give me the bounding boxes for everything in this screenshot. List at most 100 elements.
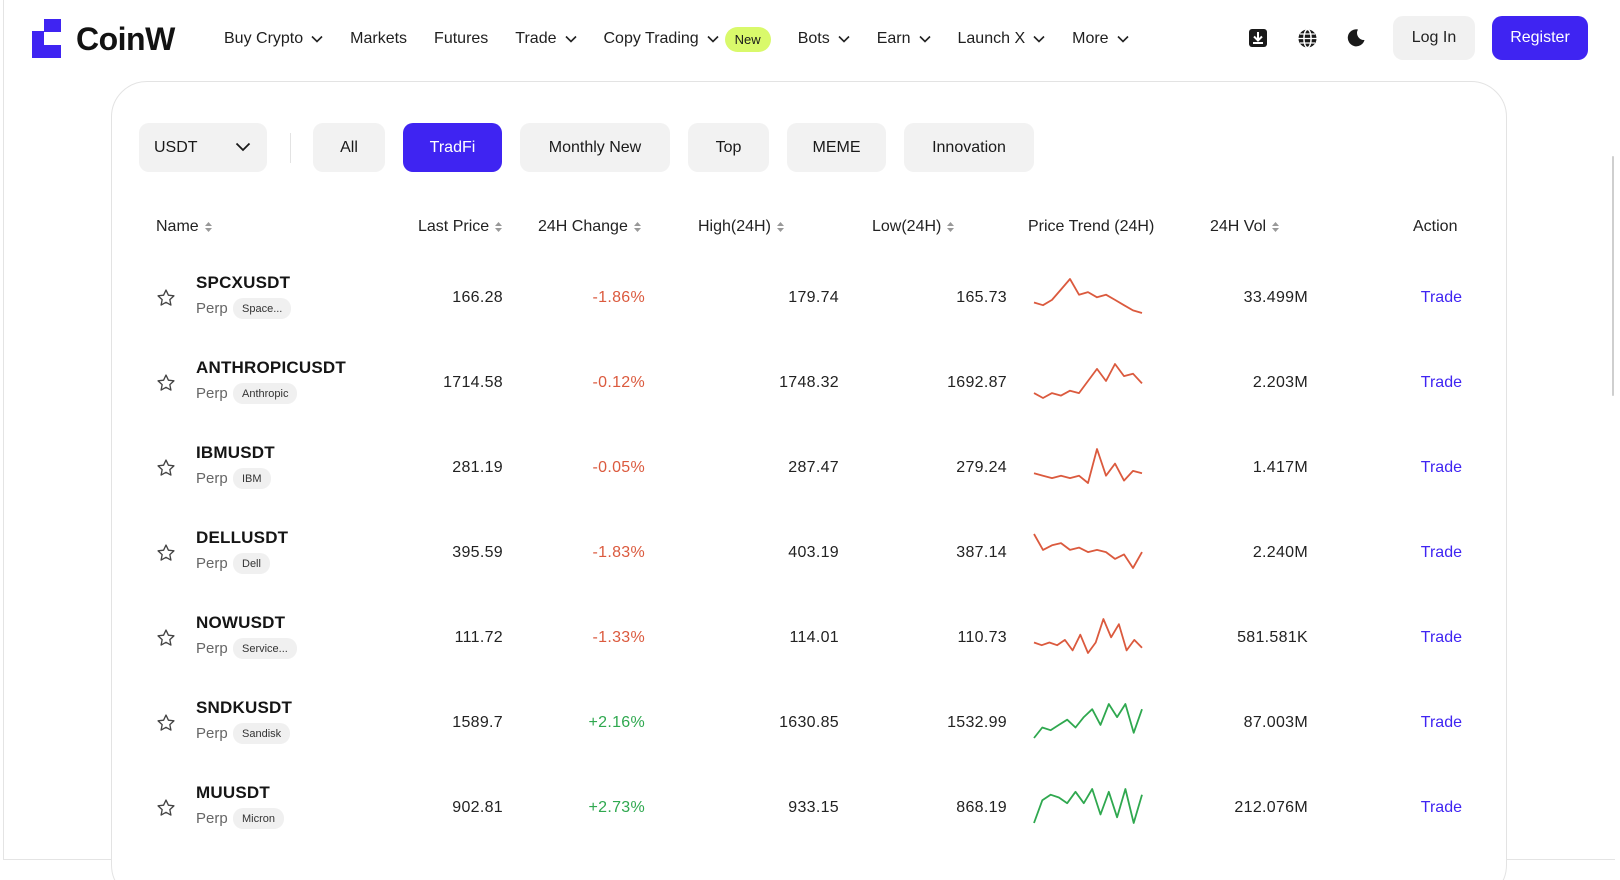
- nav-markets[interactable]: Markets: [350, 30, 407, 48]
- market-row[interactable]: SPCXUSDT Perp Space... 166.28 -1.86% 179…: [139, 263, 1479, 348]
- column-label: Action: [1413, 218, 1458, 235]
- market-row[interactable]: IBMUSDT Perp IBM 281.19 -0.05% 287.47 27…: [139, 433, 1479, 518]
- 24h-high: 1748.32: [779, 374, 839, 391]
- moon-icon[interactable]: [1345, 27, 1367, 49]
- trade-link[interactable]: Trade: [1420, 714, 1462, 731]
- 24h-high: 933.15: [788, 799, 839, 816]
- symbol-name[interactable]: ANTHROPICUSDT: [196, 358, 346, 377]
- symbol-name[interactable]: SNDKUSDT: [196, 698, 293, 717]
- chevron-down-icon: [1033, 35, 1045, 43]
- sparkline-path: [1033, 533, 1143, 569]
- sparkline-path: [1033, 363, 1143, 399]
- sparkline-path: [1033, 618, 1143, 654]
- tab-innovation[interactable]: Innovation: [904, 123, 1034, 172]
- 24h-low: 387.14: [956, 544, 1007, 561]
- last-price: 902.81: [452, 799, 503, 816]
- quote-currency-value: USDT: [154, 138, 198, 156]
- chevron-down-icon: [838, 35, 850, 43]
- star-icon[interactable]: [156, 713, 178, 735]
- trade-link[interactable]: Trade: [1420, 544, 1462, 561]
- chevron-down-icon: [564, 35, 577, 43]
- column-header-name[interactable]: Name: [156, 218, 212, 236]
- market-row[interactable]: SNDKUSDT Perp Sandisk 1589.7 +2.16% 1630…: [139, 688, 1479, 773]
- scrollbar-thumb[interactable]: [1612, 156, 1614, 396]
- coinw-logo[interactable]: CoinW: [30, 18, 175, 60]
- market-row[interactable]: ANTHROPICUSDT Perp Anthropic 1714.58 -0.…: [139, 348, 1479, 433]
- market-row[interactable]: MUUSDT Perp Micron 902.81 +2.73% 933.15 …: [139, 773, 1479, 858]
- trade-link[interactable]: Trade: [1420, 799, 1462, 816]
- 24h-volume: 2.240M: [1252, 544, 1308, 561]
- top-header: CoinW Buy Crypto Markets Futures Trade C…: [0, 0, 1620, 80]
- tab-monthly-new[interactable]: Monthly New: [520, 123, 670, 172]
- symbol-name[interactable]: MUUSDT: [196, 783, 270, 802]
- 24h-change: -1.33%: [592, 629, 645, 646]
- nav-trade[interactable]: Trade: [515, 30, 577, 48]
- 24h-change: -0.05%: [592, 459, 645, 476]
- symbol-name[interactable]: SPCXUSDT: [196, 273, 291, 292]
- tab-top[interactable]: Top: [688, 123, 769, 172]
- column-header-24h-vol[interactable]: 24H Vol: [1210, 218, 1280, 236]
- brand-name: CoinW: [76, 20, 175, 57]
- symbol-name[interactable]: IBMUSDT: [196, 443, 275, 462]
- trade-link[interactable]: Trade: [1420, 289, 1462, 306]
- sparkline-path: [1033, 703, 1143, 739]
- 24h-change: -1.86%: [592, 289, 645, 306]
- tab-all[interactable]: All: [313, 123, 385, 172]
- column-header-last-price[interactable]: Last Price: [418, 218, 503, 236]
- 24h-volume: 2.203M: [1252, 374, 1308, 391]
- login-button[interactable]: Log In: [1393, 16, 1475, 60]
- column-header-price-trend: Price Trend (24H): [1028, 218, 1154, 236]
- tab-tradfi[interactable]: TradFi: [403, 123, 502, 172]
- price-trend-sparkline: [1033, 618, 1143, 654]
- 24h-change: +2.73%: [588, 799, 645, 816]
- window-left-border: [3, 0, 4, 860]
- contract-type: Perp: [196, 640, 228, 657]
- tab-meme[interactable]: MEME: [787, 123, 886, 172]
- nav-label: Trade: [515, 30, 557, 47]
- column-header-low[interactable]: Low(24H): [872, 218, 955, 236]
- nav-earn[interactable]: Earn: [877, 30, 931, 48]
- download-icon[interactable]: [1247, 27, 1269, 49]
- trade-link[interactable]: Trade: [1420, 374, 1462, 391]
- register-button[interactable]: Register: [1492, 16, 1588, 60]
- last-price: 166.28: [452, 289, 503, 306]
- star-icon[interactable]: [156, 458, 178, 480]
- star-icon[interactable]: [156, 798, 178, 820]
- trade-link[interactable]: Trade: [1420, 459, 1462, 476]
- 24h-low: 110.73: [957, 629, 1007, 646]
- symbol-name[interactable]: NOWUSDT: [196, 613, 286, 632]
- trade-link[interactable]: Trade: [1420, 629, 1462, 646]
- sparkline-path: [1033, 788, 1143, 824]
- quote-currency-select[interactable]: USDT: [139, 123, 267, 172]
- contract-type: Perp: [196, 555, 228, 572]
- last-price: 111.72: [454, 629, 503, 646]
- new-badge: New: [724, 26, 771, 52]
- underlying-tag: Anthropic: [233, 383, 298, 404]
- chevron-down-icon: [707, 35, 719, 43]
- nav-futures[interactable]: Futures: [434, 30, 488, 48]
- contract-type: Perp: [196, 385, 228, 402]
- column-header-24h-change[interactable]: 24H Change: [538, 218, 641, 236]
- 24h-high: 403.19: [788, 544, 839, 561]
- star-icon[interactable]: [156, 288, 178, 310]
- market-row[interactable]: DELLUSDT Perp Dell 395.59 -1.83% 403.19 …: [139, 518, 1479, 603]
- nav-launch-x[interactable]: Launch X: [958, 30, 1046, 48]
- 24h-volume: 581.581K: [1237, 629, 1308, 646]
- 24h-high: 287.47: [788, 459, 839, 476]
- nav-label: Launch X: [957, 30, 1026, 47]
- last-price: 1589.7: [452, 714, 503, 731]
- nav-copy-trading[interactable]: Copy Trading New: [604, 26, 771, 52]
- star-icon[interactable]: [156, 628, 178, 650]
- nav-bots[interactable]: Bots: [798, 30, 850, 48]
- star-icon[interactable]: [156, 543, 178, 565]
- symbol-name[interactable]: DELLUSDT: [196, 528, 289, 547]
- column-label: Low(24H): [872, 218, 942, 235]
- nav-buy-crypto[interactable]: Buy Crypto: [224, 30, 323, 48]
- nav-more[interactable]: More: [1072, 30, 1129, 48]
- globe-icon[interactable]: [1296, 27, 1318, 49]
- contract-type: Perp: [196, 470, 228, 487]
- market-row[interactable]: NOWUSDT Perp Service... 111.72 -1.33% 11…: [139, 603, 1479, 688]
- star-icon[interactable]: [156, 373, 178, 395]
- 24h-high: 1630.85: [779, 714, 839, 731]
- column-header-high[interactable]: High(24H): [698, 218, 784, 236]
